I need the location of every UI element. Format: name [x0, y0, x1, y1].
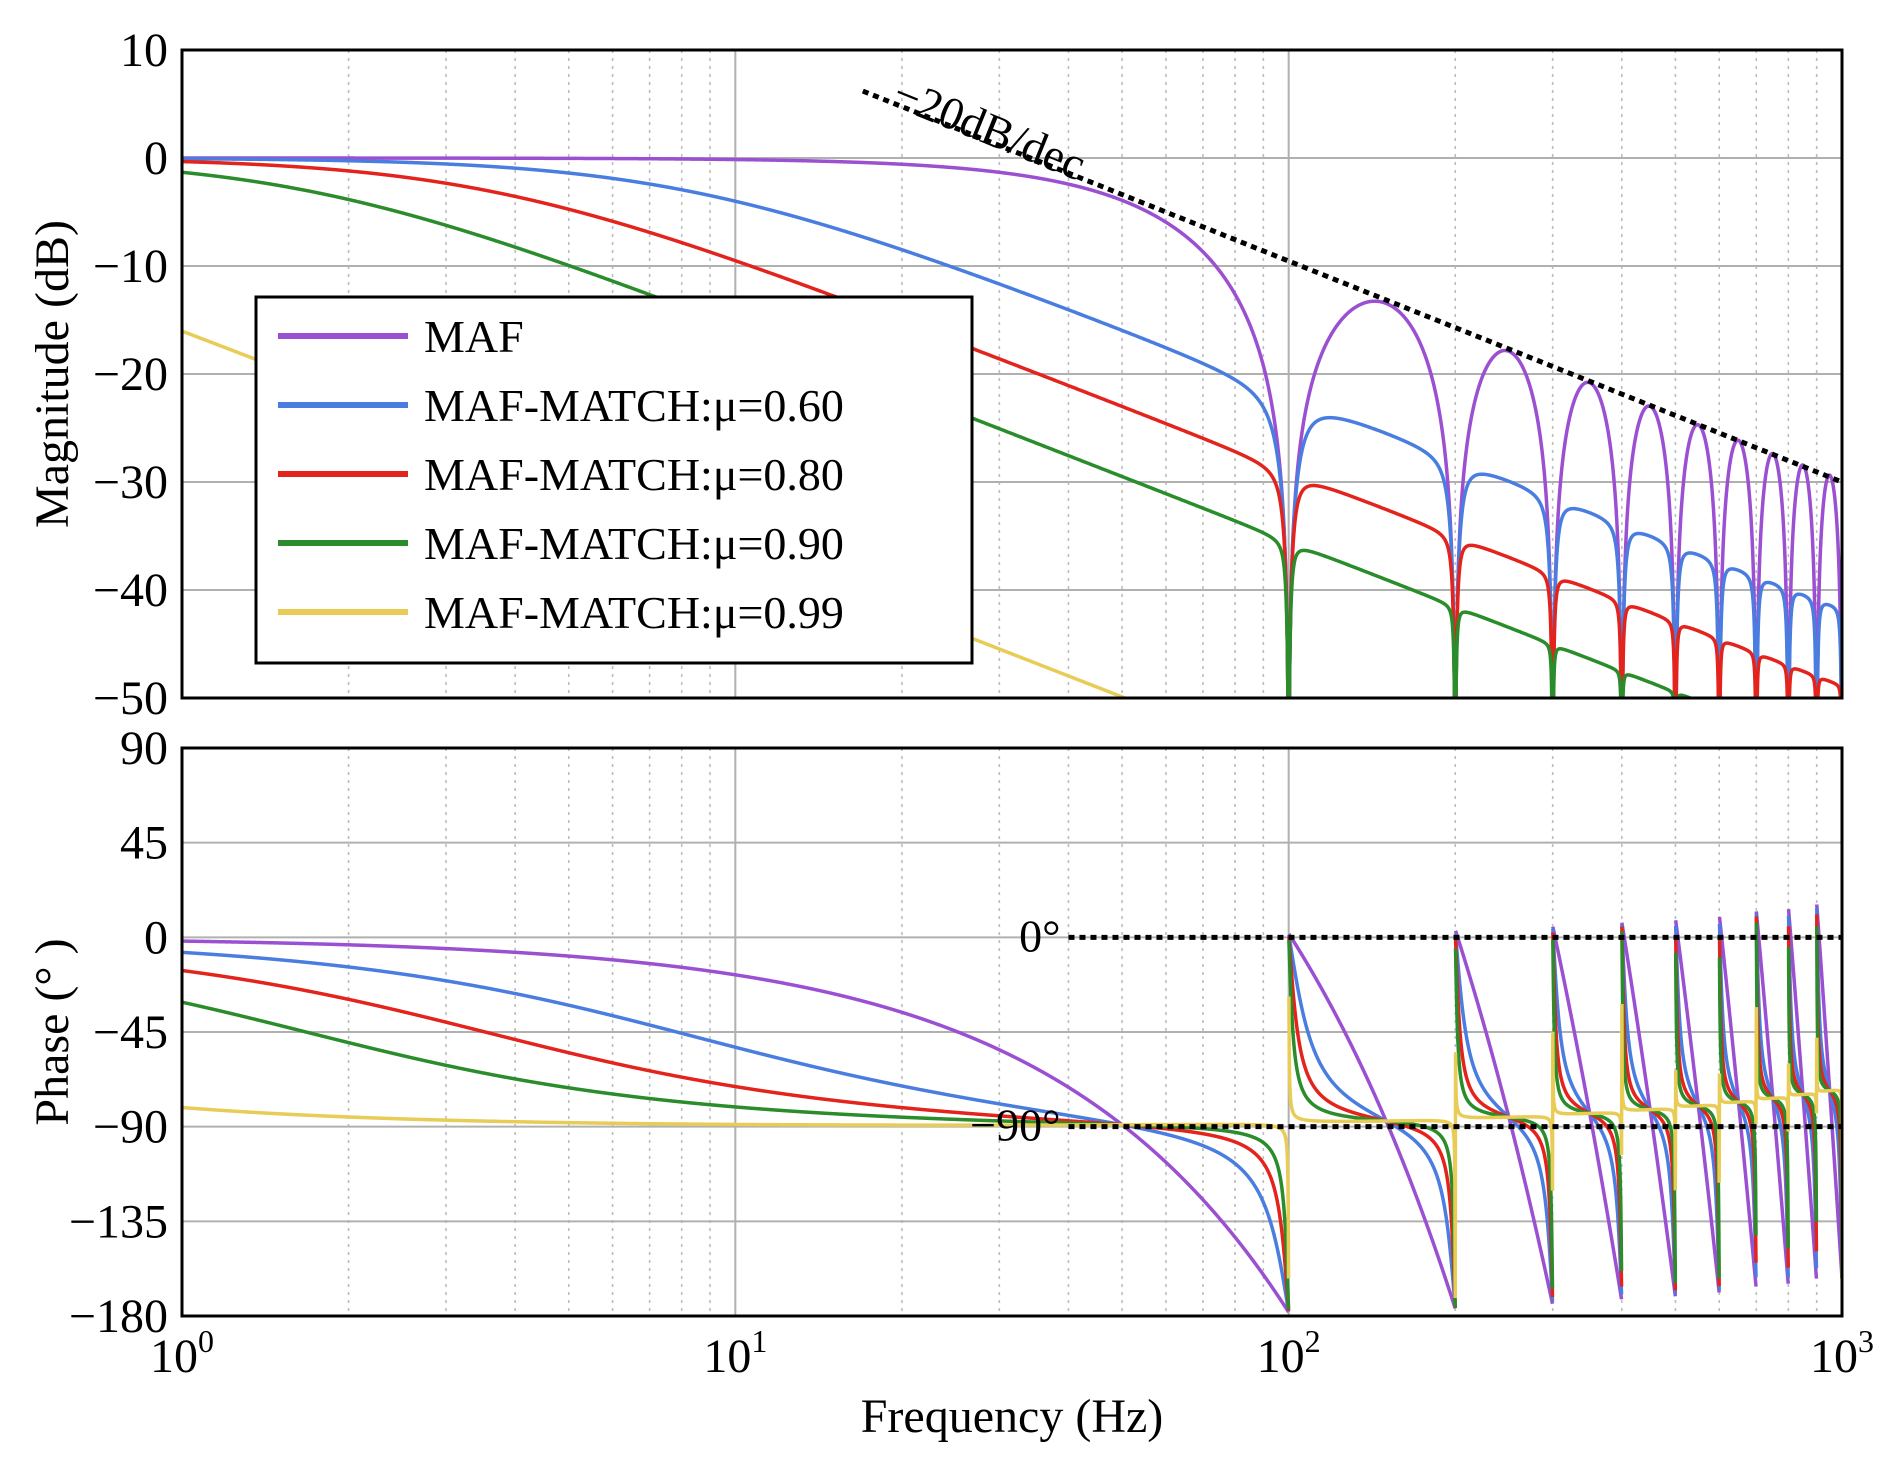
magnitude-series-line-2	[182, 159, 1842, 698]
x-tick-label: 103	[1810, 1323, 1874, 1383]
magnitude-frame	[180, 48, 1844, 700]
y-tick-label: 45	[120, 817, 168, 870]
y-tick-label: −40	[93, 564, 168, 617]
magnitude-panel: −20dB/dec 100−10−20−30−40−50 Magnitude (…	[26, 24, 1844, 725]
magnitude-y-ticks: 10 0 −10 −20 −30 −40 −50	[93, 24, 168, 725]
x-tick-label: 101	[703, 1323, 767, 1383]
phase-frame	[180, 746, 1844, 1318]
y-tick-label: −50	[93, 672, 168, 725]
phase-reference-label: 0°	[1019, 910, 1060, 961]
y-tick-label: −135	[69, 1195, 168, 1248]
legend-entry: MAF	[424, 311, 524, 362]
frequency-x-axis-label: Frequency (Hz)	[861, 1390, 1164, 1443]
legend: MAF MAF-MATCH:μ=0.60 MAF-MATCH:μ=0.80 MAF-M…	[254, 295, 974, 665]
y-tick-label: −45	[93, 1006, 168, 1059]
y-tick-label: −180	[69, 1290, 168, 1343]
x-tick-label: 100	[150, 1323, 214, 1383]
frequency-x-ticks: 100 101 102 103	[150, 1323, 1874, 1383]
phase-y-ticks: 90 45 0 −45 −90 −135 −180	[69, 722, 168, 1343]
legend-entry: MAF-MATCH:μ=0.60	[424, 380, 844, 431]
magnitude-y-axis-label: Magnitude (dB)	[26, 220, 79, 528]
y-tick-label: −10	[93, 240, 168, 293]
legend-box	[254, 295, 974, 665]
y-tick-label: −30	[93, 456, 168, 509]
legend-entry: MAF-MATCH:μ=0.99	[424, 587, 844, 638]
phase-series-group	[182, 904, 1842, 1313]
y-tick-label: 0	[144, 132, 168, 185]
y-tick-label: 90	[120, 722, 168, 775]
x-tick-label: 102	[1257, 1323, 1321, 1383]
phase-reference-label: −90°	[970, 1100, 1060, 1151]
magnitude-series-line-3	[182, 170, 1696, 698]
phase-y-axis-label: Phase (° )	[26, 938, 79, 1125]
phase-grid	[182, 748, 1842, 1316]
phase-reference-lines: 0° −90°	[970, 910, 1842, 1151]
magnitude-series-line-0	[182, 156, 1842, 698]
legend-entry: MAF-MATCH:μ=0.80	[424, 449, 844, 500]
magnitude-series-line-1	[182, 156, 1842, 698]
y-tick-label: −90	[93, 1101, 168, 1154]
y-tick-label: 10	[120, 24, 168, 77]
legend-entry: MAF-MATCH:μ=0.90	[424, 518, 844, 569]
y-tick-label: 0	[144, 911, 168, 964]
y-tick-label: −20	[93, 348, 168, 401]
